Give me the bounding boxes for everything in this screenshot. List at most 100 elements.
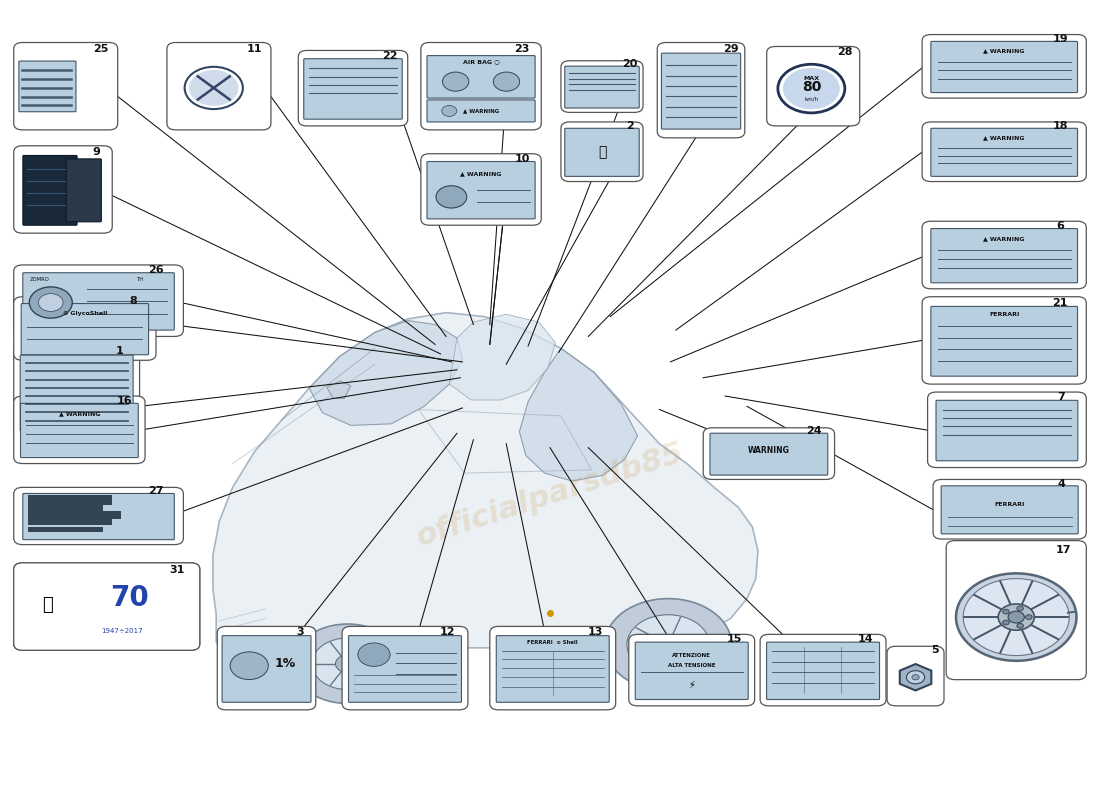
Text: 5: 5 <box>931 646 938 655</box>
FancyBboxPatch shape <box>13 146 112 233</box>
FancyBboxPatch shape <box>767 642 880 699</box>
FancyBboxPatch shape <box>13 265 184 337</box>
Circle shape <box>493 72 519 91</box>
Text: 19: 19 <box>1053 34 1068 44</box>
FancyBboxPatch shape <box>703 428 835 479</box>
Circle shape <box>358 643 390 666</box>
Circle shape <box>1025 614 1032 619</box>
Circle shape <box>293 624 403 703</box>
Text: 27: 27 <box>148 486 164 496</box>
FancyBboxPatch shape <box>421 154 541 226</box>
Text: TH: TH <box>136 277 144 282</box>
FancyBboxPatch shape <box>922 34 1087 98</box>
FancyBboxPatch shape <box>490 626 616 710</box>
Text: 22: 22 <box>383 50 398 61</box>
Text: 26: 26 <box>148 265 164 275</box>
Text: 17: 17 <box>1056 546 1071 555</box>
Text: 12: 12 <box>440 627 455 638</box>
Circle shape <box>39 294 63 311</box>
FancyBboxPatch shape <box>13 344 140 440</box>
Text: 1%: 1% <box>275 658 296 670</box>
Text: ALTA TENSIONE: ALTA TENSIONE <box>668 662 715 668</box>
FancyBboxPatch shape <box>427 56 535 98</box>
Circle shape <box>1008 611 1024 623</box>
Text: 13: 13 <box>587 627 603 638</box>
Text: FERRARI: FERRARI <box>989 311 1020 317</box>
FancyBboxPatch shape <box>29 502 103 512</box>
Text: ATTENZIONE: ATTENZIONE <box>672 653 712 658</box>
FancyBboxPatch shape <box>29 527 103 532</box>
Circle shape <box>912 674 920 680</box>
FancyBboxPatch shape <box>23 494 174 540</box>
FancyBboxPatch shape <box>29 494 112 506</box>
FancyBboxPatch shape <box>887 646 944 706</box>
Circle shape <box>1003 610 1010 614</box>
FancyBboxPatch shape <box>931 229 1078 283</box>
Circle shape <box>627 614 710 674</box>
FancyBboxPatch shape <box>298 50 408 126</box>
Text: 25: 25 <box>94 44 109 54</box>
Text: 23: 23 <box>515 44 530 54</box>
FancyBboxPatch shape <box>23 155 77 226</box>
Text: FERRARI  ⊙ Shell: FERRARI ⊙ Shell <box>527 641 578 646</box>
FancyBboxPatch shape <box>564 128 639 176</box>
Text: 1: 1 <box>116 346 123 356</box>
FancyBboxPatch shape <box>760 634 886 706</box>
Text: 3: 3 <box>296 627 304 638</box>
Circle shape <box>778 64 845 113</box>
Text: ⚡: ⚡ <box>689 680 695 690</box>
FancyBboxPatch shape <box>222 636 311 702</box>
Circle shape <box>185 67 243 109</box>
Text: 10: 10 <box>515 154 530 164</box>
Circle shape <box>312 638 383 690</box>
Text: officialparsdb85: officialparsdb85 <box>412 438 688 552</box>
Text: 7: 7 <box>1057 392 1065 402</box>
FancyBboxPatch shape <box>21 303 148 354</box>
Text: ZOMRO: ZOMRO <box>30 277 50 282</box>
Text: 20: 20 <box>623 59 638 70</box>
Text: 15: 15 <box>727 634 742 644</box>
Circle shape <box>906 670 925 684</box>
FancyBboxPatch shape <box>13 563 200 650</box>
Text: 4: 4 <box>1058 478 1066 489</box>
Text: km/h: km/h <box>804 96 818 102</box>
FancyBboxPatch shape <box>13 42 118 130</box>
FancyBboxPatch shape <box>561 122 644 182</box>
Text: FERRARI: FERRARI <box>994 502 1025 506</box>
FancyBboxPatch shape <box>167 42 271 130</box>
FancyBboxPatch shape <box>304 58 403 119</box>
FancyBboxPatch shape <box>427 100 535 122</box>
Text: 24: 24 <box>805 426 822 437</box>
FancyBboxPatch shape <box>29 518 112 526</box>
Text: 80: 80 <box>802 80 821 94</box>
Text: 6: 6 <box>1056 221 1064 231</box>
FancyBboxPatch shape <box>218 626 316 710</box>
FancyBboxPatch shape <box>942 486 1078 534</box>
Circle shape <box>442 72 469 91</box>
Text: ▲ WARNING: ▲ WARNING <box>983 236 1025 242</box>
Text: 9: 9 <box>92 147 100 157</box>
FancyBboxPatch shape <box>936 400 1078 461</box>
Circle shape <box>189 70 239 106</box>
Circle shape <box>436 186 466 208</box>
Text: ▲ WARNING: ▲ WARNING <box>460 171 502 176</box>
Polygon shape <box>327 381 351 398</box>
Text: 21: 21 <box>1053 298 1068 308</box>
Text: 31: 31 <box>169 565 185 575</box>
FancyBboxPatch shape <box>19 61 76 112</box>
Text: 14: 14 <box>858 634 873 644</box>
Polygon shape <box>519 348 638 481</box>
Circle shape <box>964 578 1069 655</box>
FancyBboxPatch shape <box>931 128 1078 176</box>
Polygon shape <box>449 314 556 400</box>
Text: ▲ WARNING: ▲ WARNING <box>58 411 100 416</box>
Text: ⊙ GlycoShell: ⊙ GlycoShell <box>63 310 107 316</box>
FancyBboxPatch shape <box>427 162 535 219</box>
Text: MAX: MAX <box>803 76 820 82</box>
FancyBboxPatch shape <box>946 541 1087 680</box>
FancyBboxPatch shape <box>421 42 541 130</box>
FancyBboxPatch shape <box>933 479 1087 539</box>
FancyBboxPatch shape <box>20 355 133 431</box>
Circle shape <box>1003 620 1010 625</box>
Text: 70: 70 <box>110 584 148 612</box>
